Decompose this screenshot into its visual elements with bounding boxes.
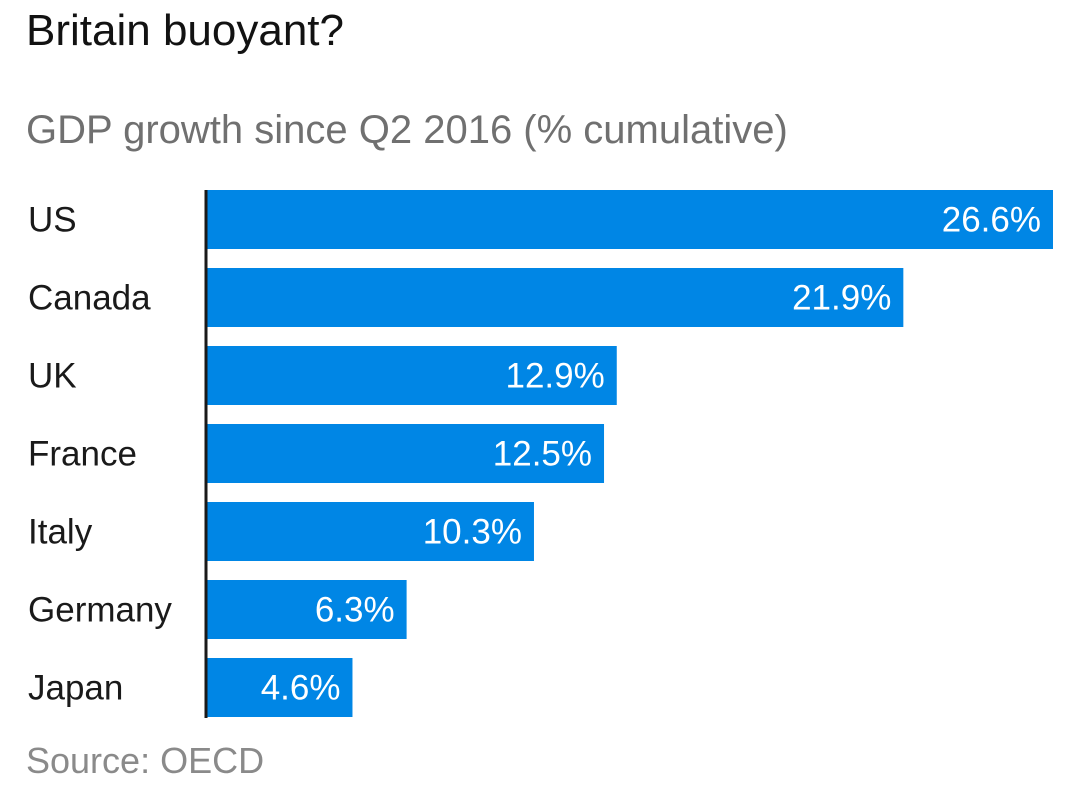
category-label: Canada [28, 279, 151, 318]
bar-group-canada: Canada 21.9% [28, 268, 904, 327]
value-label: 21.9% [792, 279, 891, 318]
bar-italy [206, 502, 534, 561]
value-label: 4.6% [261, 669, 341, 708]
value-label: 26.6% [942, 201, 1041, 240]
bar-japan [206, 658, 353, 717]
category-label: France [28, 435, 137, 474]
source-note: Source: OECD [26, 740, 265, 781]
bar-group-france: France 12.5% [28, 424, 605, 483]
value-label: 6.3% [315, 591, 395, 630]
bar-group-uk: UK 12.9% [28, 346, 617, 405]
category-label: Japan [28, 669, 123, 708]
category-label: US [28, 201, 77, 240]
bar-group-japan: Japan 4.6% [28, 658, 353, 717]
chart-title: Britain buoyant? [26, 6, 344, 55]
value-label: 12.9% [506, 357, 605, 396]
value-label: 12.5% [493, 435, 592, 474]
bar-group-italy: Italy 10.3% [28, 502, 534, 561]
bar-group-germany: Germany 6.3% [28, 580, 407, 639]
bar-germany [206, 580, 407, 639]
bar-group-us: US 26.6% [28, 190, 1053, 249]
bar-us [206, 190, 1053, 249]
category-label: Germany [28, 591, 172, 630]
category-label: UK [28, 357, 77, 396]
category-label: Italy [28, 513, 93, 552]
bar-canada [206, 268, 904, 327]
bar-france [206, 424, 605, 483]
bars-layer: US 26.6% Canada 21.9% UK 12.9% France 12.5% Ital… [28, 190, 1053, 717]
chart-subtitle: GDP growth since Q2 2016 (% cumulative) [26, 108, 788, 152]
value-label: 10.3% [423, 513, 522, 552]
bar-uk [206, 346, 617, 405]
